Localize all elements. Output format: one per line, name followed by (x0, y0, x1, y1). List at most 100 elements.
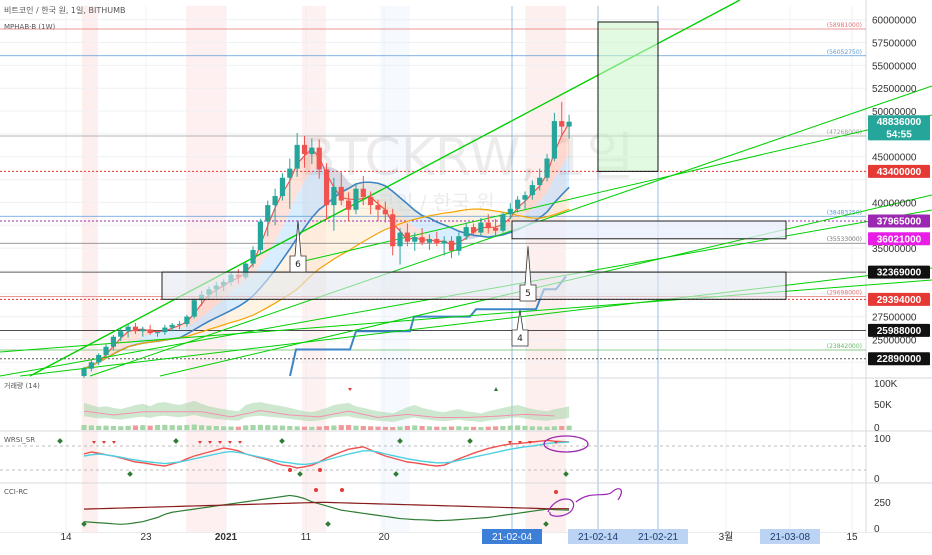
x-axis-tick: 15 (846, 532, 858, 543)
candle-body (448, 240, 455, 251)
annotation-callout (519, 246, 537, 302)
price-tag (868, 232, 930, 246)
reference-level-note: (29698000) (827, 290, 862, 297)
candle-body (441, 240, 447, 244)
x-axis-tick: 14 (60, 532, 72, 543)
price-axis-tick: 27500000 (872, 313, 917, 324)
volume-bar (500, 425, 506, 430)
volume-bar (132, 425, 139, 430)
x-axis-date-label: 21-02-04 (492, 532, 532, 543)
candle-body (154, 332, 161, 334)
x-axis-date-badge (568, 529, 628, 544)
wrsi-sell-marker (112, 441, 116, 444)
wrsi-sell-marker (554, 441, 558, 444)
candle-body (559, 121, 565, 127)
wrsi-axis-tick: 100 (874, 434, 891, 445)
volume-bar (507, 425, 513, 430)
volume-bar (426, 426, 433, 430)
x-axis-tick: 23 (140, 532, 152, 543)
volume-bar (243, 425, 249, 430)
wrsi-sell-marker (198, 441, 202, 444)
volume-axis-tick: 50K (874, 400, 892, 411)
price-tag (868, 164, 930, 178)
wrsi-axis-tick: 0 (874, 474, 880, 485)
x-axis-tick: 2021 (215, 532, 238, 543)
price-axis-tick: 40000000 (872, 198, 917, 209)
resistance-zone-box (511, 220, 787, 240)
volume-bar (544, 426, 550, 430)
price-tag-label: 48836000 (877, 117, 922, 128)
candle-body (88, 362, 94, 369)
annotation-callout (511, 310, 529, 347)
volume-axis-tick: 0 (874, 423, 880, 434)
volume-bar (81, 424, 87, 430)
candle-body (522, 195, 528, 200)
volume-bar (125, 425, 131, 430)
cci-buy-marker (325, 521, 331, 527)
volume-bar (221, 426, 227, 430)
reference-level-note: (58981000) (827, 22, 862, 29)
volume-bar (154, 424, 161, 430)
candle-body (147, 329, 153, 334)
candle-body (368, 196, 374, 206)
volume-bar (470, 426, 477, 430)
candle-body (176, 323, 183, 325)
candle-body (301, 144, 308, 154)
candle-body (103, 346, 109, 355)
volume-bar (331, 425, 337, 430)
candle-body (360, 188, 366, 197)
cci-line (83, 494, 570, 525)
cci-axis-tick: 0 (874, 524, 880, 535)
indicator-header: MPHAB-B (1W) (4, 23, 56, 31)
volume-bar (265, 425, 271, 430)
reference-level-note: (47268000) (827, 129, 862, 136)
wrsi-buy-marker (467, 438, 473, 444)
candle-body (81, 368, 87, 376)
candle-body (287, 168, 293, 178)
candle-body (125, 326, 131, 332)
candle-body (382, 209, 388, 215)
volume-bar (419, 425, 425, 430)
candle-body (566, 121, 572, 127)
price-tag (868, 323, 930, 337)
candle-body (500, 214, 506, 231)
price-axis-tick: 60000000 (872, 16, 917, 27)
wrsi-sell-marker (528, 441, 532, 444)
volume-average-line (83, 410, 555, 418)
candle-body (162, 327, 168, 333)
candle-body (257, 221, 263, 250)
volume-bar (485, 426, 491, 430)
cci-sell-dot (314, 488, 318, 492)
candle-body (169, 324, 175, 328)
volume-bar (213, 425, 219, 430)
wrsi-buy-marker (173, 438, 179, 444)
volume-bar (323, 425, 330, 430)
volume-bar (140, 425, 146, 430)
candle-body (346, 200, 352, 210)
price-axis-tick: 25000000 (872, 335, 917, 346)
reference-level-note: (56052750) (827, 49, 862, 56)
volume-bar (448, 426, 455, 430)
price-tag (868, 127, 930, 141)
candle-body (493, 228, 499, 231)
volume-bar (397, 426, 403, 430)
wrsi-title: WRSI_SR (4, 436, 35, 444)
volume-bar (110, 425, 116, 430)
wrsi-buy-marker (279, 438, 285, 444)
volume-bar (463, 426, 469, 430)
volume-bar (559, 425, 565, 430)
volume-bar (88, 425, 94, 430)
wrsi-sell-marker (228, 441, 232, 444)
volume-bar (360, 425, 366, 430)
volume-bar (537, 426, 543, 430)
wrsi-sell-marker (518, 441, 522, 444)
wrsi-line (83, 439, 570, 469)
x-axis-date-badge (760, 529, 820, 544)
ma-line-orange (83, 208, 570, 370)
price-axis-tick: 45000000 (872, 153, 917, 164)
volume-bar (235, 426, 241, 430)
volume-bar (551, 426, 557, 430)
candle-body (316, 147, 322, 170)
